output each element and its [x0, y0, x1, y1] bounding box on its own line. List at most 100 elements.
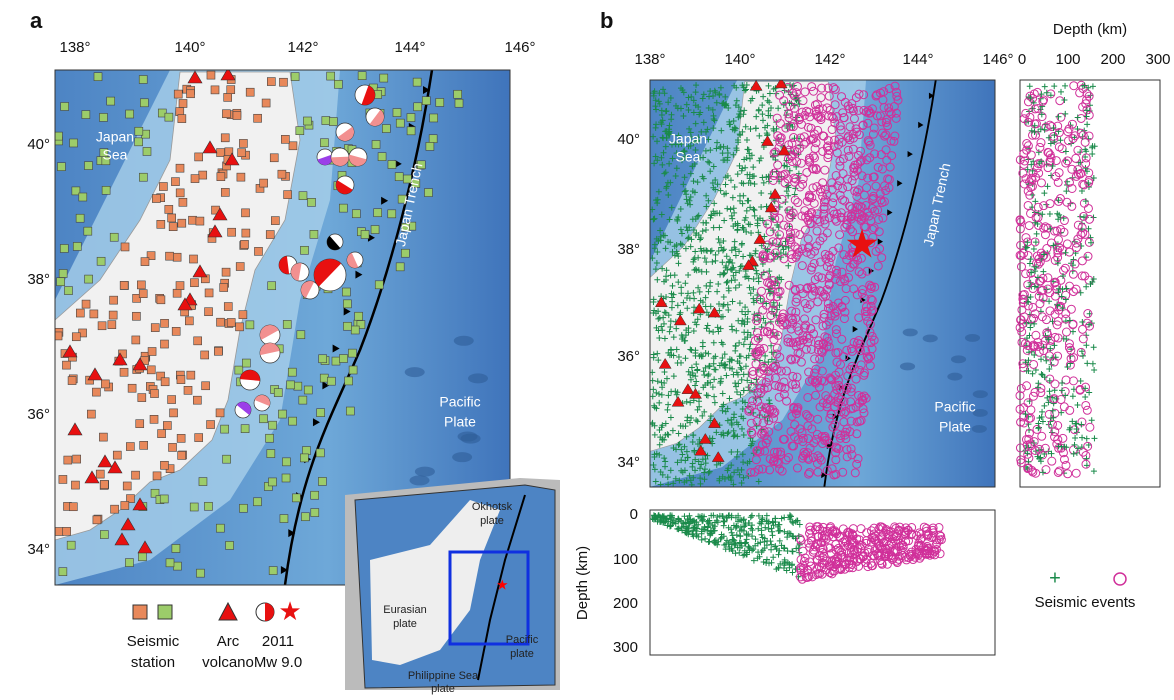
station-sea [454, 90, 462, 98]
station-land [201, 351, 209, 359]
station-sea [424, 189, 432, 197]
station-land [236, 323, 244, 331]
seamount [405, 367, 425, 377]
station-sea [371, 226, 379, 234]
station-land [266, 231, 274, 239]
station-land [98, 322, 106, 330]
station-sea [84, 162, 92, 170]
lat-tick: 38° [617, 241, 640, 258]
station-land [211, 86, 219, 94]
station-land [147, 366, 155, 374]
station-sea [342, 288, 350, 296]
panel-label: a [30, 8, 43, 33]
plate-label: Plate [444, 414, 476, 430]
station-land [174, 90, 182, 98]
depth-tick: 0 [1018, 51, 1026, 68]
station-sea [165, 113, 173, 121]
station-sea [294, 382, 302, 390]
station-sea [319, 355, 327, 363]
station-sea [355, 312, 363, 320]
station-sea [429, 135, 437, 143]
station-sea [299, 396, 307, 404]
seamount [947, 373, 962, 381]
station-land [172, 327, 180, 335]
station-land [99, 433, 107, 441]
station-sea [139, 173, 147, 181]
legend-station-sea [158, 605, 172, 619]
inset-label: Pacific [506, 634, 539, 646]
inset-label: plate [393, 618, 417, 630]
station-land [169, 223, 177, 231]
station-sea [282, 458, 290, 466]
seamount [461, 434, 481, 444]
depth-tick: 200 [1100, 51, 1125, 68]
station-sea [413, 78, 421, 86]
station-sea [221, 425, 229, 433]
station-land [171, 178, 179, 186]
station-sea [99, 113, 107, 121]
station-sea [269, 567, 277, 575]
station-sea [345, 377, 353, 385]
station-sea [70, 139, 78, 147]
station-sea [239, 504, 247, 512]
station-land [123, 482, 131, 490]
station-sea [372, 140, 380, 148]
depth-tick: 100 [613, 551, 638, 568]
station-land [238, 149, 246, 157]
station-land [101, 380, 109, 388]
station-land [205, 289, 213, 297]
lon-tick: 144° [394, 39, 425, 56]
station-sea [348, 349, 356, 357]
station-sea [166, 559, 174, 567]
station-land [242, 209, 250, 217]
station-land [185, 317, 193, 325]
station-land [178, 115, 186, 123]
seamount [415, 467, 435, 477]
station-sea [358, 72, 366, 80]
legend-beachball-fill [265, 603, 274, 621]
station-land [220, 284, 228, 292]
station-land [68, 377, 76, 385]
station-sea [299, 192, 307, 200]
station-land [168, 396, 176, 404]
station-land [100, 480, 108, 488]
station-land [207, 421, 215, 429]
station-land [239, 139, 247, 147]
station-land [113, 451, 121, 459]
lon-tick: 142° [287, 39, 318, 56]
station-land [241, 240, 249, 248]
station-sea [57, 163, 65, 171]
station-sea [64, 287, 72, 295]
station-land [246, 88, 254, 96]
station-sea [85, 275, 93, 283]
station-sea [54, 132, 62, 140]
station-land [161, 319, 169, 327]
station-sea [318, 477, 326, 485]
station-sea [102, 186, 110, 194]
station-land [55, 527, 63, 535]
station-sea [327, 72, 335, 80]
station-sea [280, 515, 288, 523]
station-land [227, 318, 235, 326]
station-land [165, 205, 173, 213]
station-sea [301, 513, 309, 521]
station-land [160, 461, 168, 469]
station-sea [274, 389, 282, 397]
station-sea [316, 449, 324, 457]
station-sea [204, 502, 212, 510]
station-land [63, 527, 71, 535]
station-land [166, 252, 174, 260]
station-sea [59, 568, 67, 576]
station-land [196, 217, 204, 225]
station-sea [60, 244, 68, 252]
mainshock-star: ★ [844, 223, 880, 267]
station-sea [311, 491, 319, 499]
station-land [110, 296, 118, 304]
station-land [187, 90, 195, 98]
station-land [111, 505, 119, 513]
station-sea [266, 434, 274, 442]
legend-text: volcano [202, 654, 254, 671]
station-sea [288, 368, 296, 376]
station-land [148, 348, 156, 356]
station-sea [97, 257, 105, 265]
